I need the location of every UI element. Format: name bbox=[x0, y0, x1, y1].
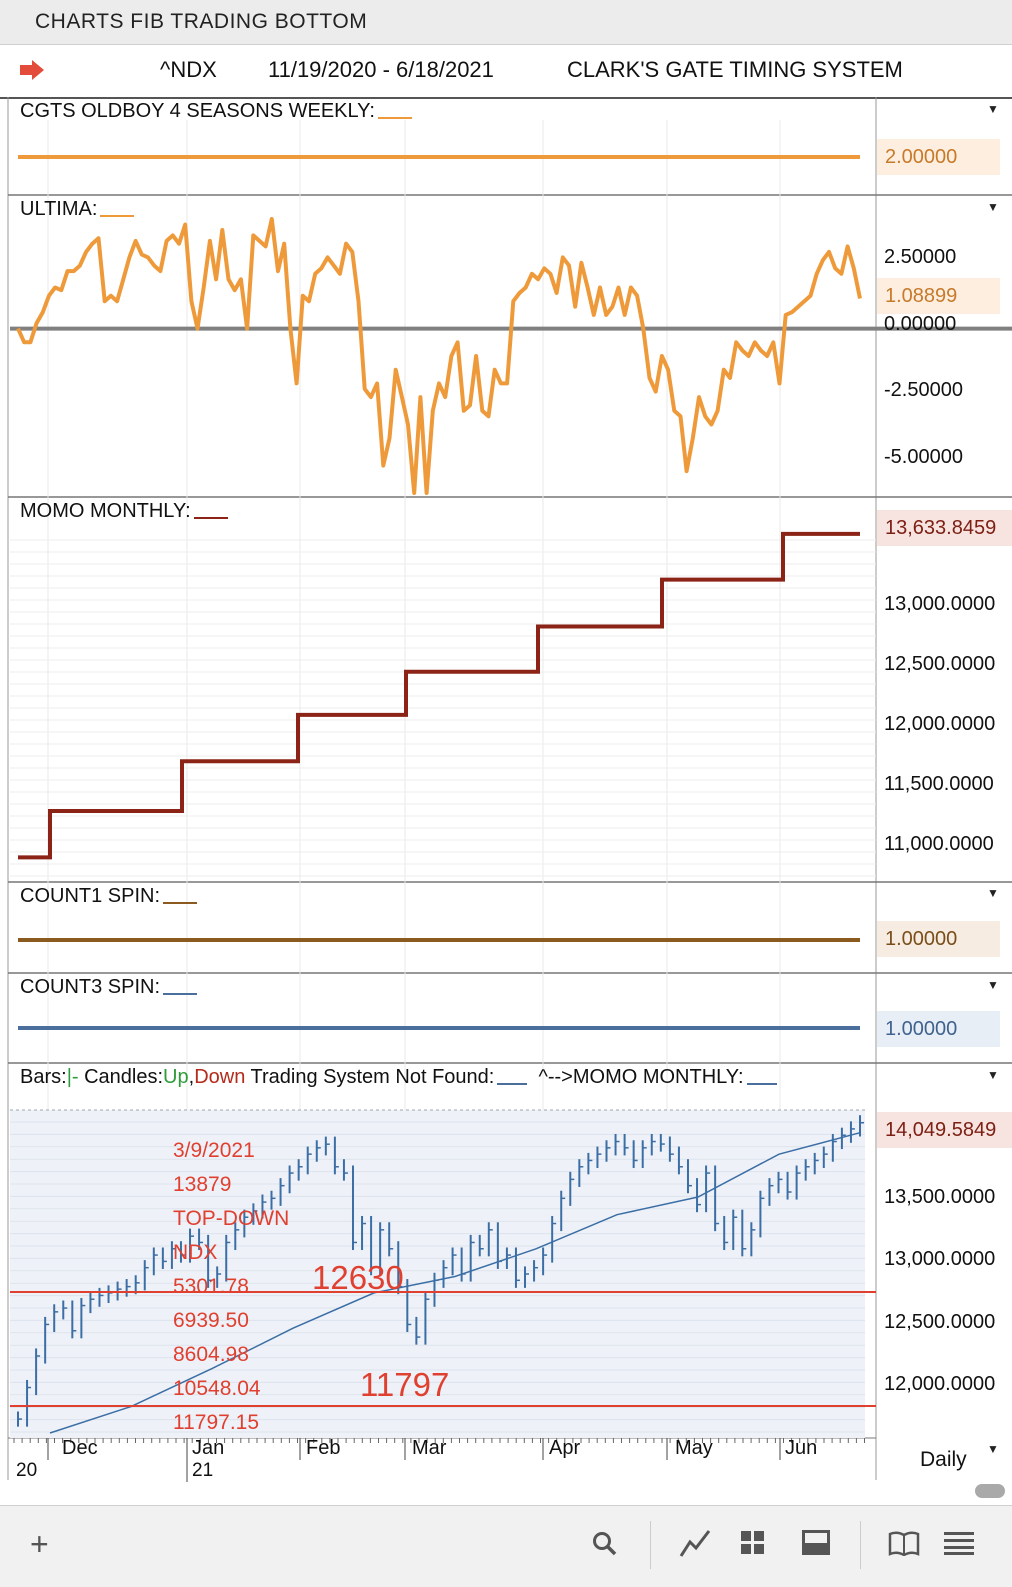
price-tick: 12,000.0000 bbox=[884, 1373, 996, 1395]
momo-value-box: 13,633.8459 bbox=[877, 510, 1012, 546]
month-label: Jan bbox=[192, 1437, 225, 1459]
month-label: Mar bbox=[412, 1437, 447, 1459]
book-icon[interactable] bbox=[888, 1530, 920, 1556]
grid-icon[interactable] bbox=[740, 1530, 766, 1556]
count3-value: 1.00000 bbox=[885, 1018, 958, 1040]
period-menu-icon[interactable]: ▼ bbox=[987, 1442, 999, 1456]
price-tick: 13,500.0000 bbox=[884, 1186, 996, 1208]
window-titlebar: CHARTS FIB TRADING BOTTOM bbox=[0, 0, 1012, 45]
chart-area bbox=[7, 97, 1012, 1482]
month-label: Jun bbox=[785, 1437, 818, 1459]
price-menu-icon[interactable]: ▼ bbox=[987, 1068, 999, 1082]
menu-icon[interactable] bbox=[944, 1531, 974, 1555]
annotation: 10548.04 bbox=[173, 1377, 261, 1400]
ultima-value-box: 1.08899 bbox=[877, 278, 1000, 314]
oldboy-label: CGTS OLDBOY 4 SEASONS WEEKLY: bbox=[20, 100, 412, 123]
window-title: CHARTS FIB TRADING BOTTOM bbox=[35, 10, 368, 33]
momo-tick: 11,000.0000 bbox=[884, 833, 994, 855]
momo-label: MOMO MONTHLY: bbox=[20, 500, 228, 523]
moving-average-line bbox=[49, 1131, 861, 1434]
ultima-label: ULTIMA: bbox=[20, 198, 135, 221]
symbol: ^NDX bbox=[160, 57, 217, 82]
month-label: Apr bbox=[549, 1437, 581, 1459]
ultima-tick: 2.50000 bbox=[884, 246, 957, 268]
ultima-tick: -5.00000 bbox=[884, 446, 963, 468]
system-name: CLARK'S GATE TIMING SYSTEM bbox=[567, 57, 903, 82]
chart-header: ^NDX 11/19/2020 - 6/18/2021 CLARK'S GATE… bbox=[0, 45, 1012, 99]
annotation-list: 3/9/2021 13879 TOP-DOWN NDX 5301.78 6939… bbox=[173, 1134, 289, 1440]
year-label: 21 bbox=[192, 1460, 214, 1481]
level-b-label: 11797 bbox=[360, 1366, 450, 1403]
nav-arrow-icon[interactable] bbox=[18, 59, 46, 81]
annotation: 6939.50 bbox=[173, 1309, 249, 1332]
annotation: 13879 bbox=[173, 1173, 232, 1196]
momo-tick: 13,000.0000 bbox=[884, 593, 996, 615]
annotation: TOP-DOWN bbox=[173, 1207, 290, 1230]
price-value-box: 14,049.5849 bbox=[877, 1112, 1012, 1148]
annotation: 5301.78 bbox=[173, 1275, 249, 1298]
level-a-label: 12630 bbox=[312, 1259, 404, 1296]
add-icon[interactable]: + bbox=[30, 1526, 49, 1562]
count3-menu-icon[interactable]: ▼ bbox=[987, 978, 999, 992]
month-label: Feb bbox=[306, 1437, 341, 1459]
annotation: 8604.98 bbox=[173, 1343, 249, 1366]
month-label: Dec bbox=[62, 1437, 98, 1459]
momo-value: 13,633.8459 bbox=[885, 517, 997, 539]
count3-value-box: 1.00000 bbox=[877, 1011, 1000, 1047]
layout-icon[interactable] bbox=[802, 1530, 830, 1556]
ultima-value: 1.08899 bbox=[885, 285, 958, 307]
count1-value-box: 1.00000 bbox=[877, 921, 1000, 957]
momo-tick: 12,000.0000 bbox=[884, 713, 996, 735]
ultima-tick: 0.00000 bbox=[884, 313, 957, 335]
momo-tick: 11,500.0000 bbox=[884, 773, 994, 795]
month-label: May bbox=[675, 1437, 713, 1459]
momo-tick: 12,500.0000 bbox=[884, 653, 996, 675]
momo-line bbox=[18, 531, 860, 860]
date-range: 11/19/2020 - 6/18/2021 bbox=[268, 57, 494, 82]
horizontal-scrollbar[interactable] bbox=[975, 1484, 1005, 1498]
year-label: 20 bbox=[16, 1460, 38, 1481]
bottom-toolbar: + bbox=[0, 1505, 1012, 1587]
price-legend: Bars:|- Candles:Up,Down Trading System N… bbox=[20, 1066, 777, 1089]
ultima-line bbox=[16, 217, 862, 495]
oldboy-value: 2.00000 bbox=[885, 146, 958, 168]
annotation: NDX bbox=[173, 1241, 218, 1264]
oldboy-value-box: 2.00000 bbox=[877, 139, 1000, 175]
price-value: 14,049.5849 bbox=[885, 1119, 997, 1141]
count3-label: COUNT3 SPIN: bbox=[20, 976, 198, 999]
ultima-tick: -2.50000 bbox=[884, 379, 963, 401]
count1-value: 1.00000 bbox=[885, 928, 958, 950]
line-chart-icon[interactable] bbox=[679, 1528, 711, 1558]
count1-menu-icon[interactable]: ▼ bbox=[987, 886, 999, 900]
annotation: 11797.15 bbox=[173, 1411, 260, 1434]
oldboy-menu-icon[interactable]: ▼ bbox=[987, 102, 999, 116]
annotation: 3/9/2021 bbox=[173, 1139, 255, 1162]
ultima-menu-icon[interactable]: ▼ bbox=[987, 200, 999, 214]
search-icon[interactable] bbox=[592, 1531, 618, 1557]
price-tick: 12,500.0000 bbox=[884, 1311, 996, 1333]
price-tick: 13,000.0000 bbox=[884, 1248, 996, 1270]
count1-label: COUNT1 SPIN: bbox=[20, 885, 198, 908]
period-selector[interactable]: Daily bbox=[920, 1448, 967, 1471]
